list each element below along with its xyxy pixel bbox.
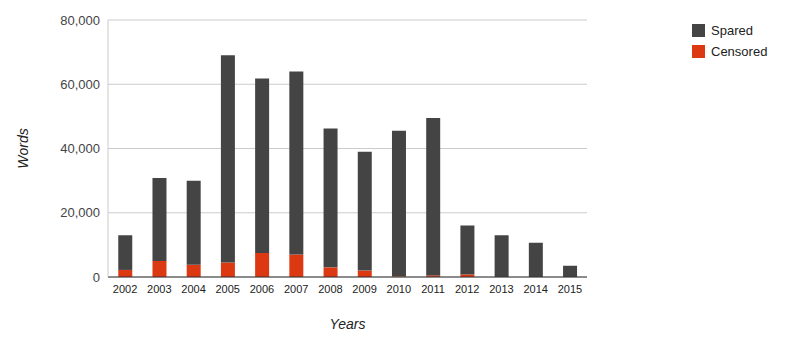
svg-text:60,000: 60,000 <box>60 77 100 92</box>
svg-text:2008: 2008 <box>318 283 342 295</box>
svg-text:2012: 2012 <box>455 283 479 295</box>
svg-text:2015: 2015 <box>558 283 582 295</box>
html-text:Spared: Spared <box>711 23 753 38</box>
svg-text:Years: Years <box>330 316 366 332</box>
svg-text:2013: 2013 <box>489 283 513 295</box>
svg-text:2010: 2010 <box>387 283 411 295</box>
svg-text:2007: 2007 <box>284 283 308 295</box>
svg-text:2004: 2004 <box>181 283 205 295</box>
svg-text:2006: 2006 <box>250 283 274 295</box>
svg-text:2002: 2002 <box>113 283 137 295</box>
svg-text:0: 0 <box>93 270 100 285</box>
html-text:Censored: Censored <box>711 44 768 59</box>
svg-text:Words: Words <box>15 128 31 168</box>
svg-text:2014: 2014 <box>523 283 547 295</box>
svg-text:2005: 2005 <box>216 283 240 295</box>
svg-text:2009: 2009 <box>352 283 376 295</box>
svg-text:20,000: 20,000 <box>60 205 100 220</box>
svg-text:80,000: 80,000 <box>60 13 100 28</box>
svg-text:2003: 2003 <box>147 283 171 295</box>
svg-text:2011: 2011 <box>421 283 445 295</box>
svg-text:40,000: 40,000 <box>60 141 100 156</box>
